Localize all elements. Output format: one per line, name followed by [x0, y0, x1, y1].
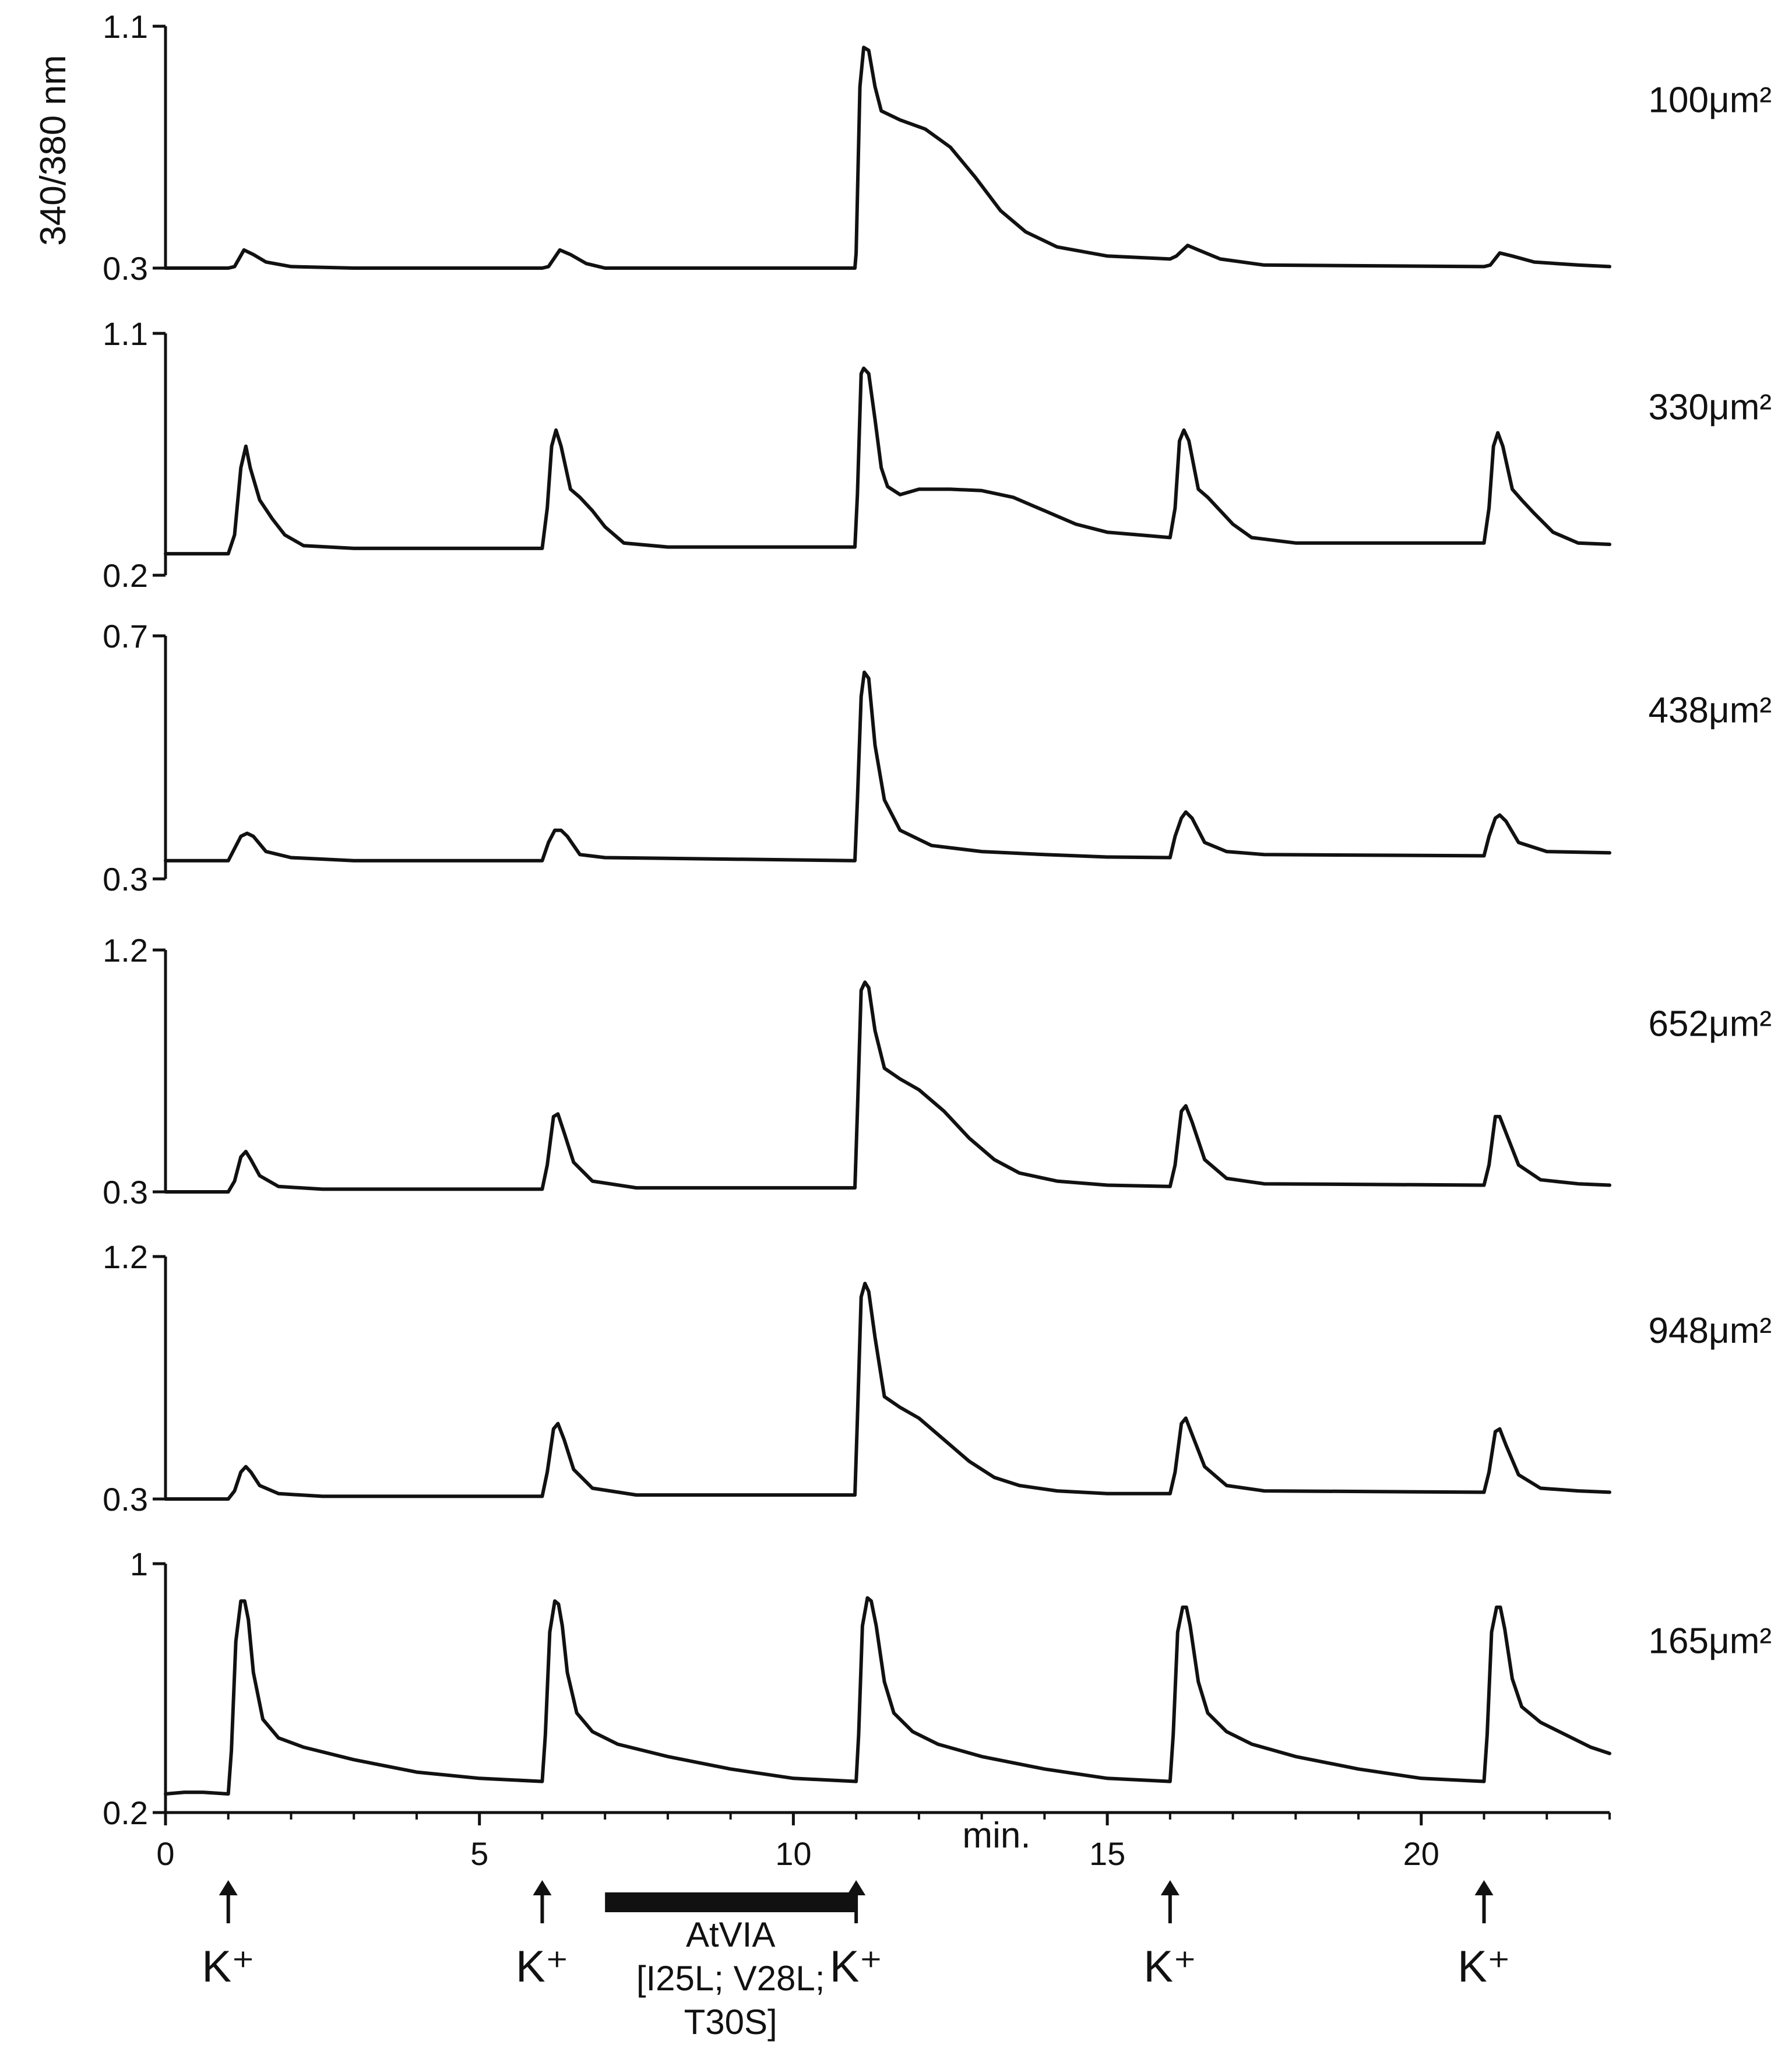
x-tick-label-15: 15: [1089, 1835, 1125, 1872]
y-tick-label-top-6: 1: [130, 1546, 148, 1582]
drug-label-line-3: T30S]: [684, 2003, 777, 2042]
y-tick-label-top-3: 0.7: [103, 618, 148, 654]
series-label-2: 330μm²: [1649, 388, 1772, 428]
trace-line-2: [164, 366, 1611, 556]
up-arrow-icon: [847, 1880, 866, 1895]
stimulus-label-3: K⁺: [830, 1942, 883, 1991]
y-tick-label-bottom-2: 0.2: [103, 557, 148, 594]
x-tick-label-0: 0: [156, 1835, 174, 1872]
labels-layer: 1.1 0.3 100μm² 1.1 0.2 330μm² 0.7 0.3 438μm² 1.2 0…: [33, 8, 1772, 1872]
up-arrow-icon: [219, 1880, 238, 1895]
y-tick-label-top-5: 1.2: [103, 1238, 148, 1275]
drug-label-line-2: [I25L; V28L;: [636, 1959, 825, 1998]
series-label-6: 165μm²: [1649, 1621, 1772, 1662]
stimulus-label-4: K⁺: [1143, 1942, 1196, 1991]
traces-layer: [164, 45, 1611, 1796]
trace-line-4: [164, 980, 1611, 1194]
x-axis-title: min.: [962, 1815, 1030, 1856]
up-arrow-icon: [533, 1880, 552, 1895]
y-tick-label-bottom-3: 0.3: [103, 861, 148, 898]
up-arrow-icon: [1160, 1880, 1180, 1895]
y-tick-label-bottom-5: 0.3: [103, 1481, 148, 1518]
y-tick-label-top-4: 1.2: [103, 932, 148, 969]
series-label-1: 100μm²: [1649, 80, 1772, 121]
x-tick-label-10: 10: [775, 1835, 811, 1872]
y-tick-label-top-1: 1.1: [103, 8, 148, 45]
axes-layer: [153, 24, 1611, 1825]
stimulus-label-1: K⁺: [202, 1942, 255, 1991]
series-label-5: 948μm²: [1649, 1311, 1772, 1351]
up-arrow-icon: [1474, 1880, 1494, 1895]
x-tick-label-5: 5: [470, 1835, 488, 1872]
drug-label-line-1: AtVIA: [686, 1915, 775, 1954]
y-tick-label-top-2: 1.1: [103, 315, 148, 352]
trace-line-5: [164, 1282, 1611, 1501]
y-tick-label-bottom-6: 0.2: [103, 1794, 148, 1831]
stimulus-annotation-layer: K⁺ K⁺ K⁺ K⁺ K⁺ AtVIA [I25L; V28L; T30S]: [202, 1880, 1511, 2042]
stimulus-label-2: K⁺: [516, 1942, 569, 1991]
y-axis-title: 340/380 nm: [33, 55, 73, 245]
series-label-3: 438μm²: [1649, 691, 1772, 731]
x-tick-label-20: 20: [1403, 1835, 1439, 1872]
stimulus-label-5: K⁺: [1457, 1942, 1511, 1991]
trace-line-6: [164, 1596, 1611, 1796]
y-tick-label-bottom-4: 0.3: [103, 1174, 148, 1211]
y-tick-label-bottom-1: 0.3: [103, 250, 148, 287]
trace-line-1: [164, 45, 1611, 270]
trace-line-3: [164, 670, 1611, 863]
series-label-4: 652μm²: [1649, 1004, 1772, 1044]
drug-application-bar: [605, 1892, 857, 1912]
